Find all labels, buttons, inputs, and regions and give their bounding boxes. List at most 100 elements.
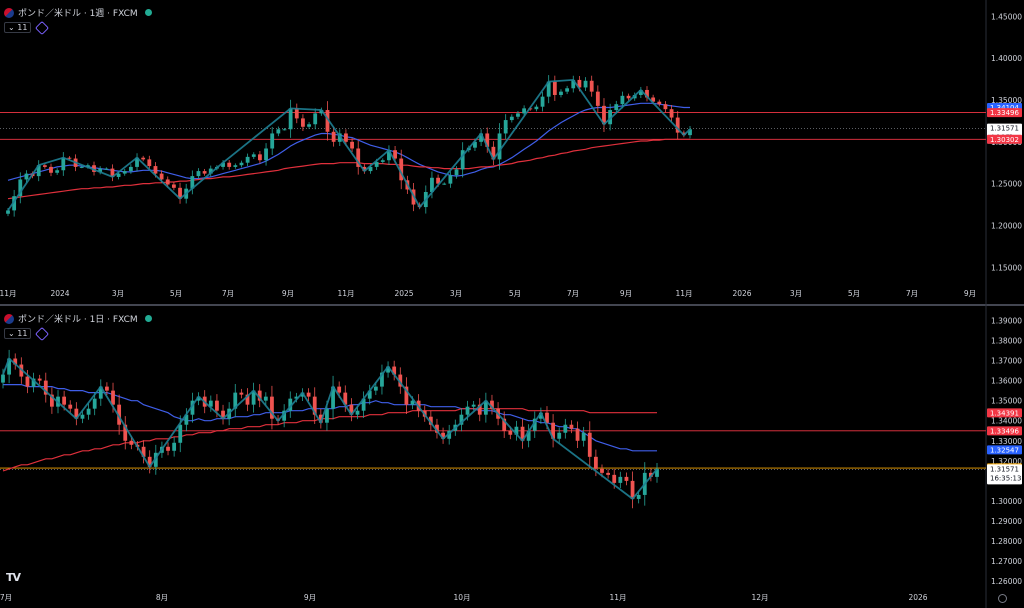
- candle-body: [288, 108, 293, 130]
- candle-body: [356, 148, 361, 167]
- price-axis-label: 1.40000: [991, 54, 1022, 63]
- candle-body: [602, 105, 606, 125]
- candle-body: [147, 159, 152, 167]
- price-axis-label: 1.37000: [991, 357, 1022, 366]
- candle-body: [110, 168, 115, 177]
- price-tag-value: 1.30302: [990, 136, 1019, 144]
- candle-body: [111, 390, 115, 405]
- candle-body: [221, 410, 225, 419]
- candle-body: [571, 79, 576, 89]
- price-axis-label: 1.33000: [991, 437, 1022, 446]
- candle-body: [79, 166, 84, 168]
- candle-body: [245, 156, 250, 163]
- candle-body: [497, 133, 502, 160]
- candle-body: [534, 106, 539, 110]
- candle-body: [25, 376, 30, 387]
- candle-body: [447, 430, 452, 439]
- candle-body: [294, 108, 299, 119]
- price-axis-label: 1.35000: [991, 397, 1022, 406]
- candle-body: [441, 432, 445, 439]
- candle-body: [202, 171, 207, 174]
- candle-body: [430, 177, 434, 192]
- time-axis-label: 10月: [453, 593, 470, 602]
- candle-body: [122, 171, 127, 174]
- candle-body: [306, 392, 311, 397]
- candle-body: [651, 97, 656, 102]
- price-axis-label: 1.29000: [991, 517, 1022, 526]
- top-pane-title: ポンド／米ドル · 1週 · FXCM: [18, 9, 138, 19]
- moving-average-line: [2, 408, 657, 472]
- candle-body: [319, 110, 324, 114]
- candle-body: [337, 386, 342, 393]
- candle-body: [526, 430, 531, 441]
- candle-body: [368, 166, 373, 172]
- candle-body: [104, 168, 109, 170]
- currency-flag-icon: [4, 7, 14, 18]
- price-axis-label: 1.32000: [991, 457, 1022, 466]
- candle-body: [196, 396, 201, 401]
- candle-body: [459, 414, 464, 425]
- candle-body: [313, 113, 318, 125]
- price-tag-value: 1.34104: [990, 104, 1019, 112]
- candle-body: [508, 430, 513, 435]
- price-tag-value: 1.32547: [990, 446, 1019, 454]
- price-axis-label: 1.34000: [991, 417, 1022, 426]
- candle-body: [563, 424, 568, 433]
- candle-body: [399, 158, 404, 181]
- candle-body: [502, 418, 507, 431]
- candle-body: [153, 166, 158, 174]
- indicator-toggle-button[interactable]: ⌄ 11: [4, 22, 32, 33]
- candle-body: [540, 96, 545, 107]
- candle-body: [636, 494, 641, 499]
- price-tag: [987, 134, 1022, 144]
- candle-body: [61, 157, 66, 171]
- candle-body: [587, 432, 592, 457]
- candle-body: [522, 108, 527, 114]
- candle-body: [557, 432, 562, 439]
- candle-body: [380, 160, 385, 162]
- time-axis-label: 7月: [567, 289, 579, 298]
- price-tag: [987, 426, 1022, 436]
- time-axis-label: 2026: [732, 289, 751, 298]
- candle-body: [503, 120, 508, 134]
- candle-body: [49, 166, 53, 173]
- candle-body: [600, 468, 604, 473]
- pane-0-plot: [0, 75, 986, 217]
- settings-icon[interactable]: [998, 594, 1007, 603]
- candle-body: [657, 101, 662, 105]
- price-tag-value: 1.31571: [990, 125, 1019, 133]
- candle-body: [258, 154, 262, 161]
- candle-body: [483, 400, 488, 415]
- time-axis-label: 11月: [609, 593, 626, 602]
- time-axis-label: 5月: [509, 289, 521, 298]
- candle-body: [86, 408, 91, 415]
- candle-body: [245, 394, 250, 405]
- indicator-settings-icon[interactable]: [35, 20, 50, 35]
- candle-body: [92, 398, 97, 409]
- candle-body: [509, 116, 514, 121]
- indicator-toggle-button[interactable]: ⌄ 11: [4, 328, 32, 339]
- indicator-settings-icon[interactable]: [35, 326, 50, 341]
- candle-body: [516, 113, 520, 117]
- candle-body: [552, 81, 557, 95]
- candle-body: [593, 456, 598, 469]
- candle-body: [575, 428, 580, 441]
- candle-body: [42, 165, 47, 167]
- time-axis-label: 9月: [304, 593, 316, 602]
- candle-body: [31, 378, 36, 387]
- candle-body: [645, 89, 649, 98]
- candle-body: [367, 390, 372, 399]
- candle-body: [221, 162, 225, 167]
- candle-body: [349, 404, 354, 415]
- tradingview-logo[interactable]: TV: [6, 571, 21, 584]
- candle-body: [153, 452, 158, 467]
- candle-body: [344, 133, 348, 142]
- candle-body: [669, 109, 674, 118]
- candle-body: [577, 79, 582, 88]
- candle-body: [565, 88, 570, 92]
- candle-body: [485, 133, 490, 147]
- candle-body: [663, 104, 668, 110]
- candle-body: [282, 410, 287, 421]
- candle-body: [141, 446, 146, 457]
- candle-body: [208, 168, 213, 174]
